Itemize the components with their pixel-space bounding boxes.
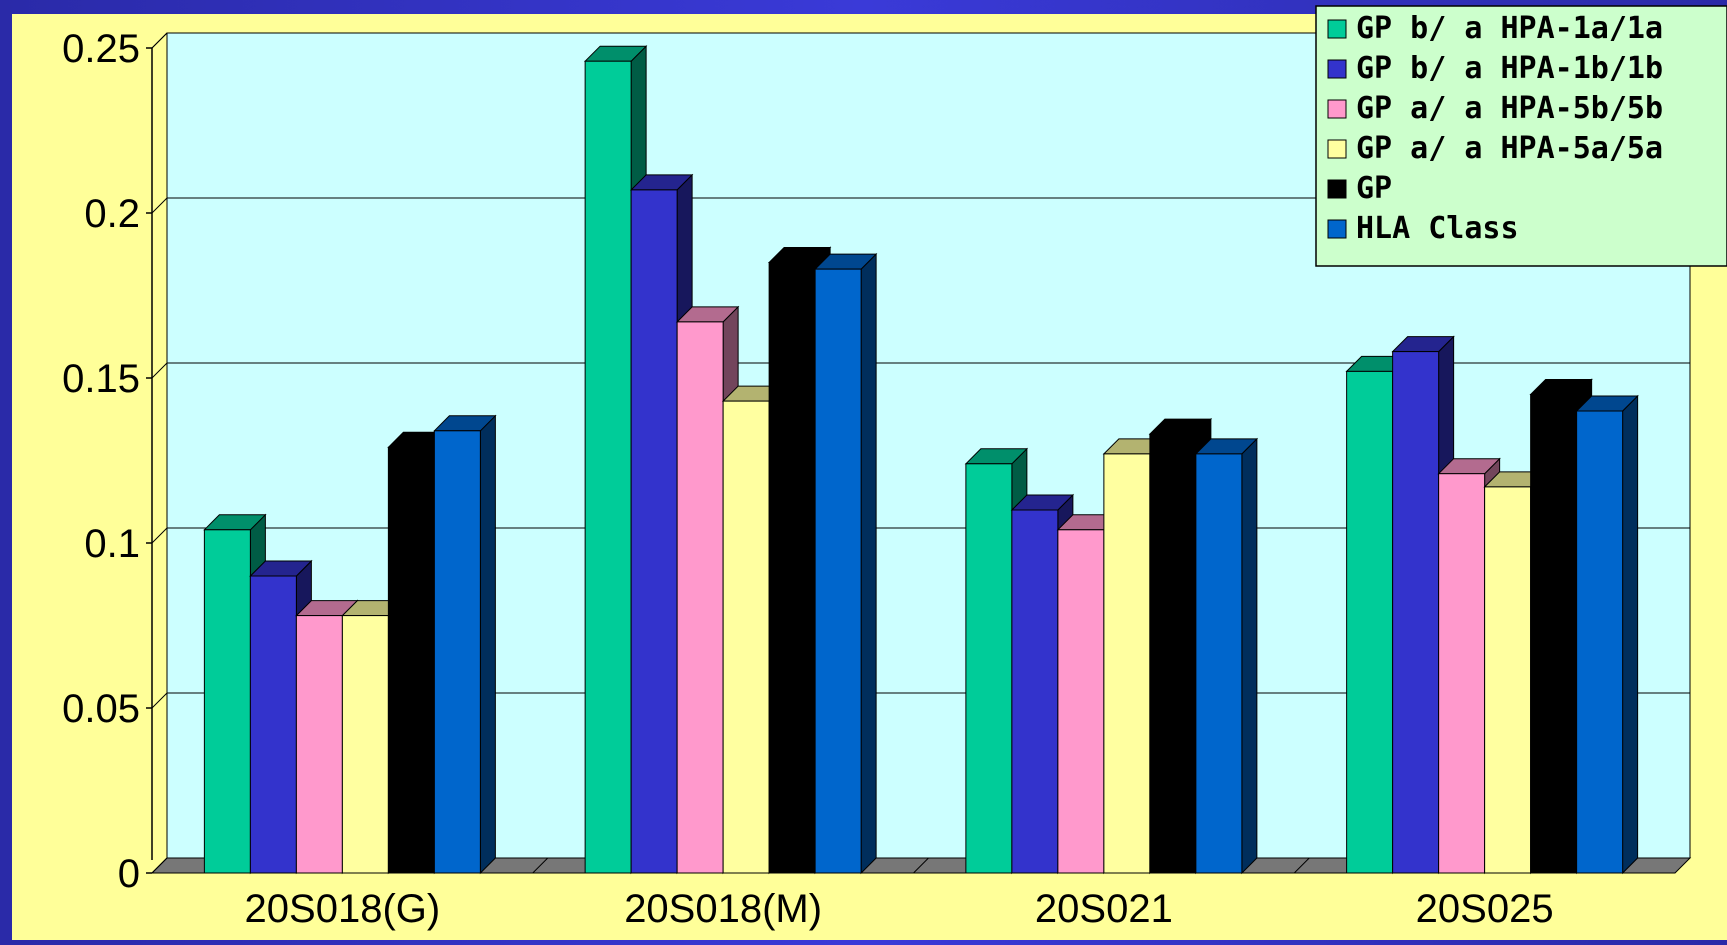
bar-front-face	[203, 529, 251, 874]
bar-1-6	[433, 414, 497, 875]
legend-swatch	[1327, 219, 1347, 239]
y-tick-label: 0.15	[62, 357, 140, 401]
legend-swatch	[1327, 59, 1347, 79]
gridline-side	[151, 197, 168, 214]
legend-label: GP a/ a HPA-5a/5a	[1356, 131, 1663, 166]
gridline-side	[151, 527, 168, 544]
gridline-side	[151, 362, 168, 379]
bar-front-face	[1438, 473, 1486, 874]
bar-front-face	[676, 321, 724, 874]
bar-front-face	[1530, 394, 1578, 874]
bar-front-face	[630, 189, 678, 874]
x-tick-mark	[532, 857, 549, 874]
bar-side-face	[1241, 437, 1258, 875]
x-tick-label: 20S018(G)	[245, 887, 441, 931]
bar-front-face	[1149, 433, 1197, 874]
bar-front-face	[1103, 453, 1151, 874]
bar-front-face	[965, 463, 1013, 874]
y-tick-label: 0.05	[62, 687, 140, 731]
legend-label: GP b/ a HPA-1a/1a	[1356, 11, 1663, 46]
bar-front-face	[249, 575, 297, 874]
gridline-side	[151, 692, 168, 709]
bar-front-face	[814, 268, 862, 874]
bar-front-face	[433, 430, 481, 874]
bar-2-6	[813, 252, 878, 875]
bar-side-face	[479, 414, 496, 875]
bar-4-6	[1575, 394, 1639, 875]
legend-label: HLA Class	[1356, 211, 1519, 246]
bar-front-face	[1576, 410, 1624, 874]
legend-label: GP	[1356, 171, 1392, 206]
bar-side-face	[1622, 394, 1639, 875]
legend-swatch	[1327, 19, 1347, 39]
bar-4-3	[1437, 457, 1501, 875]
bar-front-face	[1195, 453, 1243, 874]
gridline-side	[151, 32, 168, 49]
x-tick-label: 20S018(M)	[624, 887, 822, 931]
bar-front-face	[295, 615, 343, 874]
x-tick-mark	[151, 857, 168, 874]
legend-swatch	[1327, 99, 1347, 119]
x-tick-mark	[913, 857, 929, 874]
bar-front-face	[584, 60, 632, 874]
bar-front-face	[387, 446, 435, 874]
y-tick-label: 0.2	[84, 192, 140, 236]
bar-front-face	[341, 615, 389, 874]
bar-front-face	[1484, 486, 1532, 874]
y-tick-label: 0	[118, 852, 140, 896]
y-tick-label: 0.1	[84, 522, 140, 566]
legend-label: GP a/ a HPA-5b/5b	[1356, 91, 1663, 126]
bar-front-face	[1346, 370, 1394, 874]
x-tick-label: 20S021	[1035, 887, 1173, 931]
x-tick-label: 20S025	[1416, 887, 1554, 931]
legend-box	[1315, 5, 1727, 267]
bar-front-face	[1011, 509, 1059, 874]
legend-label: GP b/ a HPA-1b/1b	[1356, 51, 1663, 86]
bar-front-face	[1392, 351, 1440, 874]
y-tick-label: 0.25	[62, 27, 140, 71]
legend-swatch	[1327, 179, 1347, 199]
bar-side-face	[860, 252, 877, 875]
bar-3-6	[1194, 437, 1259, 875]
x-tick-mark	[1293, 857, 1310, 874]
bar-front-face	[768, 262, 816, 874]
bar-front-face	[1057, 529, 1105, 874]
bar-front-face	[722, 400, 770, 874]
legend-swatch	[1327, 139, 1347, 159]
